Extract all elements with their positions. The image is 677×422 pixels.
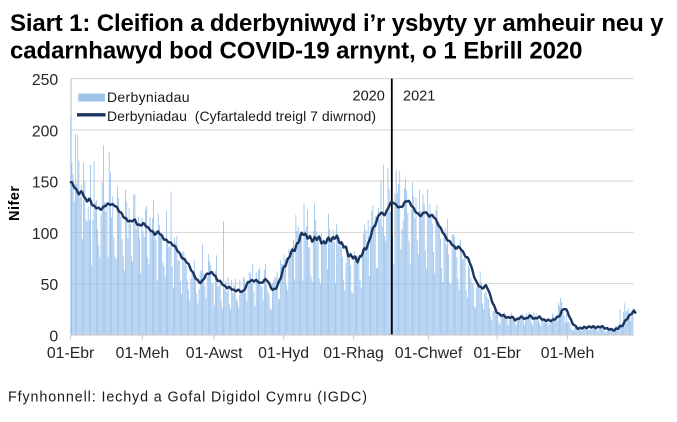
svg-text:100: 100 bbox=[32, 226, 59, 243]
svg-text:2021: 2021 bbox=[403, 88, 435, 104]
svg-text:Derbyniadau (Cyfartaledd trei: Derbyniadau (Cyfartaledd treigl 7 diwrno… bbox=[107, 108, 376, 124]
svg-text:2020: 2020 bbox=[353, 88, 385, 104]
svg-text:01-Ebr: 01-Ebr bbox=[473, 345, 520, 362]
svg-text:50: 50 bbox=[41, 277, 59, 294]
svg-text:200: 200 bbox=[32, 124, 59, 141]
svg-text:01-Ebr: 01-Ebr bbox=[47, 345, 94, 362]
svg-text:Siart 1: Cleifion a dderbyniwy: Siart 1: Cleifion a dderbyniwyd i’r ysby… bbox=[10, 10, 664, 37]
svg-text:Nifer: Nifer bbox=[7, 186, 23, 221]
svg-text:Ffynhonnell: Iechyd a Gofal Di: Ffynhonnell: Iechyd a Gofal Digidol Cymr… bbox=[8, 390, 367, 406]
svg-text:01-Rhag: 01-Rhag bbox=[323, 345, 384, 362]
svg-text:01-Hyd: 01-Hyd bbox=[258, 345, 309, 362]
svg-text:150: 150 bbox=[32, 175, 59, 192]
svg-text:01-Awst: 01-Awst bbox=[186, 345, 243, 362]
svg-text:250: 250 bbox=[32, 72, 59, 89]
svg-text:01-Chwef: 01-Chwef bbox=[395, 345, 463, 362]
svg-text:01-Meh: 01-Meh bbox=[116, 345, 170, 362]
svg-text:cadarnhawyd bod COVID-19 arnyn: cadarnhawyd bod COVID-19 arnynt, o 1 Ebr… bbox=[10, 38, 583, 65]
svg-text:Derbyniadau: Derbyniadau bbox=[107, 89, 190, 105]
svg-text:01-Meh: 01-Meh bbox=[541, 345, 595, 362]
svg-text:0: 0 bbox=[49, 329, 58, 346]
